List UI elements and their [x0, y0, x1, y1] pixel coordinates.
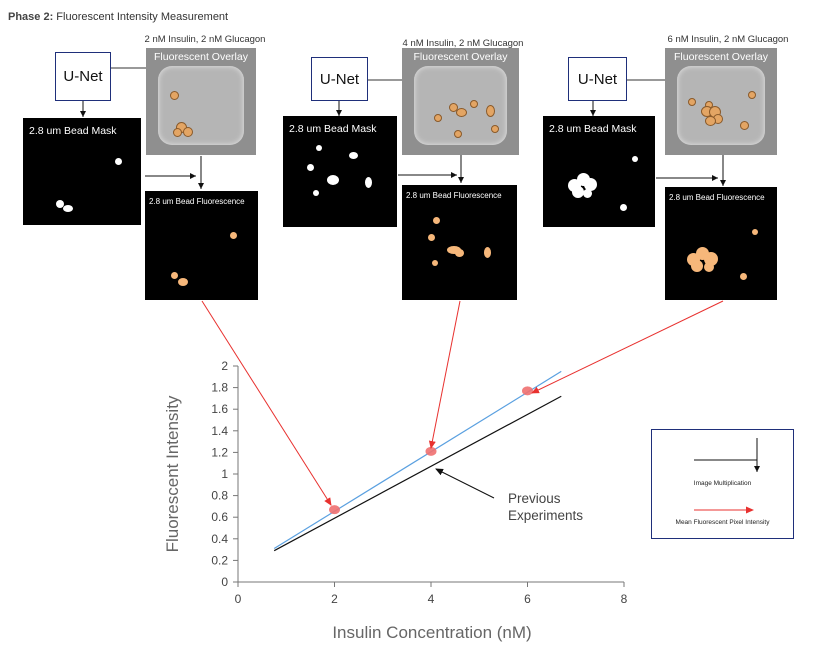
chart-axes: 0 2 4 6 8 0 0.2 0.4 0.6 0.8 1 1.2 1.4 1.6 1.8 2 [211, 359, 627, 606]
mask-title: 2.8 um Bead Mask [289, 123, 377, 135]
previous-experiments-line [273, 395, 562, 552]
mask-title: 2.8 um Bead Mask [549, 123, 637, 135]
legend-mean-intensity-label: Mean Fluorescent Pixel Intensity [675, 519, 770, 526]
fluorescence-title: 2.8 um Bead Fluorescence [406, 191, 502, 200]
condition-label: 2 nM Insulin, 2 nM Glucagon [144, 34, 266, 45]
bead-fluorescence-panel: 2.8 um Bead Fluorescence [665, 187, 777, 300]
overlay-title: Fluorescent Overlay [413, 51, 508, 63]
unet-label: U-Net [577, 70, 618, 88]
y-tick-label: 0.8 [211, 489, 228, 503]
x-tick-label: 0 [235, 592, 242, 606]
fluorescent-overlay-image: Fluorescent Overlay [665, 48, 777, 155]
y-tick-label: 1 [221, 467, 228, 481]
unet-label: U-Net [319, 70, 360, 88]
unet-box: U-Net [568, 57, 627, 101]
fluorescent-overlay-image: Fluorescent Overlay [402, 48, 519, 155]
bead-mask-panel: 2.8 um Bead Mask [543, 116, 655, 227]
unet-label: U-Net [63, 68, 103, 85]
mean-intensity-arrow [201, 300, 332, 506]
fluorescence-title: 2.8 um Bead Fluorescence [149, 197, 245, 206]
phase-title: Phase 2: Fluorescent Intensity Measureme… [8, 11, 229, 23]
x-tick-label: 6 [524, 592, 531, 606]
fluorescence-title: 2.8 um Bead Fluorescence [669, 193, 765, 202]
chart-series [273, 370, 562, 552]
condition-label: 4 nM Insulin, 2 nM Glucagon [402, 38, 524, 49]
y-tick-label: 2 [221, 359, 228, 373]
chart-points [329, 386, 533, 515]
data-point [329, 505, 340, 515]
legend-arrows [694, 438, 760, 514]
overlay-title: Fluorescent Overlay [154, 51, 248, 63]
bead-fluorescence-panel: 2.8 um Bead Fluorescence [402, 185, 517, 300]
mean-intensity-arrow [531, 300, 724, 394]
bead-mask-panel: 2.8 um Bead Mask [283, 116, 397, 227]
x-tick-label: 8 [621, 592, 628, 606]
x-tick-label: 2 [331, 592, 338, 606]
data-point [522, 386, 533, 396]
y-tick-label: 0.4 [211, 532, 228, 546]
y-tick-label: 1.2 [211, 445, 228, 459]
fluorescent-overlay-image: Fluorescent Overlay [146, 48, 256, 155]
y-tick-label: 0.2 [211, 553, 228, 567]
y-tick-label: 1.6 [211, 402, 228, 416]
measured-fit-line [273, 370, 562, 550]
x-axis-label: Insulin Concentration (nM) [332, 623, 531, 642]
unet-box: U-Net [55, 52, 111, 101]
mask-title: 2.8 um Bead Mask [29, 125, 117, 137]
mean-intensity-arrow [428, 300, 461, 449]
bead-mask-panel: 2.8 um Bead Mask [23, 118, 141, 225]
previous-experiments-label: Previous Experiments [508, 491, 583, 523]
y-tick-label: 1.8 [211, 381, 228, 395]
legend-multiplication-label: Image Multiplication [693, 480, 752, 487]
previous-experiments-arrow [435, 468, 495, 499]
x-tick-label: 4 [428, 592, 435, 606]
bead-fluorescence-panel: 2.8 um Bead Fluorescence [145, 191, 258, 300]
condition-label: 6 nM Insulin, 2 nM Glucagon [667, 34, 789, 45]
overlay-title: Fluorescent Overlay [674, 51, 768, 63]
y-tick-label: 1.4 [211, 424, 228, 438]
y-axis-label: Fluorescent Intensity [163, 395, 182, 552]
y-tick-label: 0 [221, 575, 228, 589]
y-tick-label: 0.6 [211, 510, 228, 524]
data-point [425, 446, 437, 456]
unet-box: U-Net [311, 57, 368, 101]
legend-box: Image Multiplication Mean Fluorescent Pi… [651, 429, 794, 539]
